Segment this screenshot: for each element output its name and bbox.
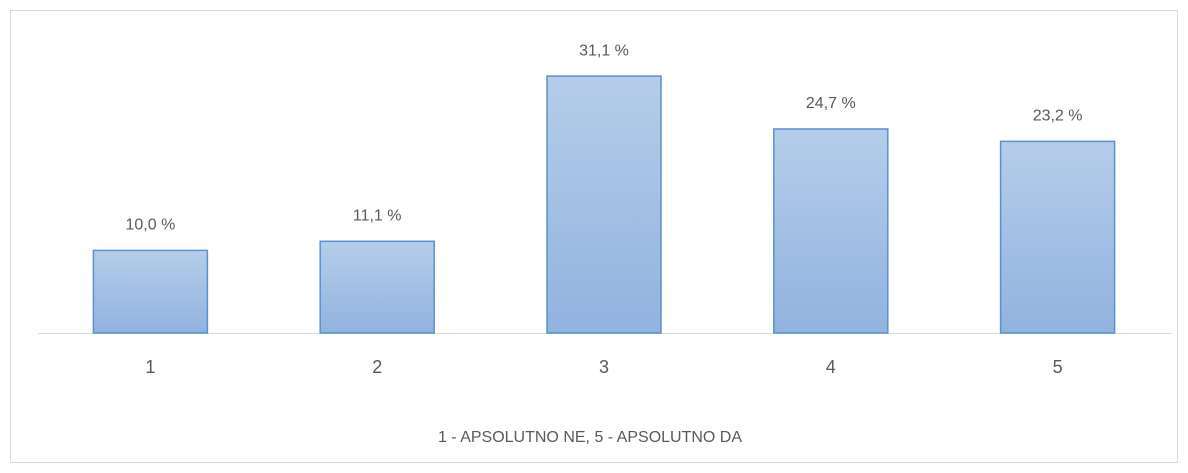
data-label: 11,1 % (353, 208, 402, 225)
bar (773, 128, 889, 334)
x-axis-label: 1 - APSOLUTNO NE, 5 - APSOLUTNO DA (438, 429, 742, 446)
x-tick-label: 4 (826, 357, 836, 377)
data-label: 23,2 % (1033, 108, 1083, 125)
data-label: 10,0 % (125, 217, 175, 234)
bar (319, 240, 435, 334)
x-tick-label: 3 (599, 357, 609, 377)
x-tick-label: 2 (372, 357, 382, 377)
data-label: 31,1 % (579, 42, 629, 59)
bar (92, 249, 209, 334)
bar (546, 75, 662, 334)
x-tick-label: 1 (145, 357, 155, 377)
bar (999, 140, 1116, 334)
x-tick-label: 5 (1053, 357, 1063, 377)
data-label: 24,7 % (806, 95, 856, 112)
